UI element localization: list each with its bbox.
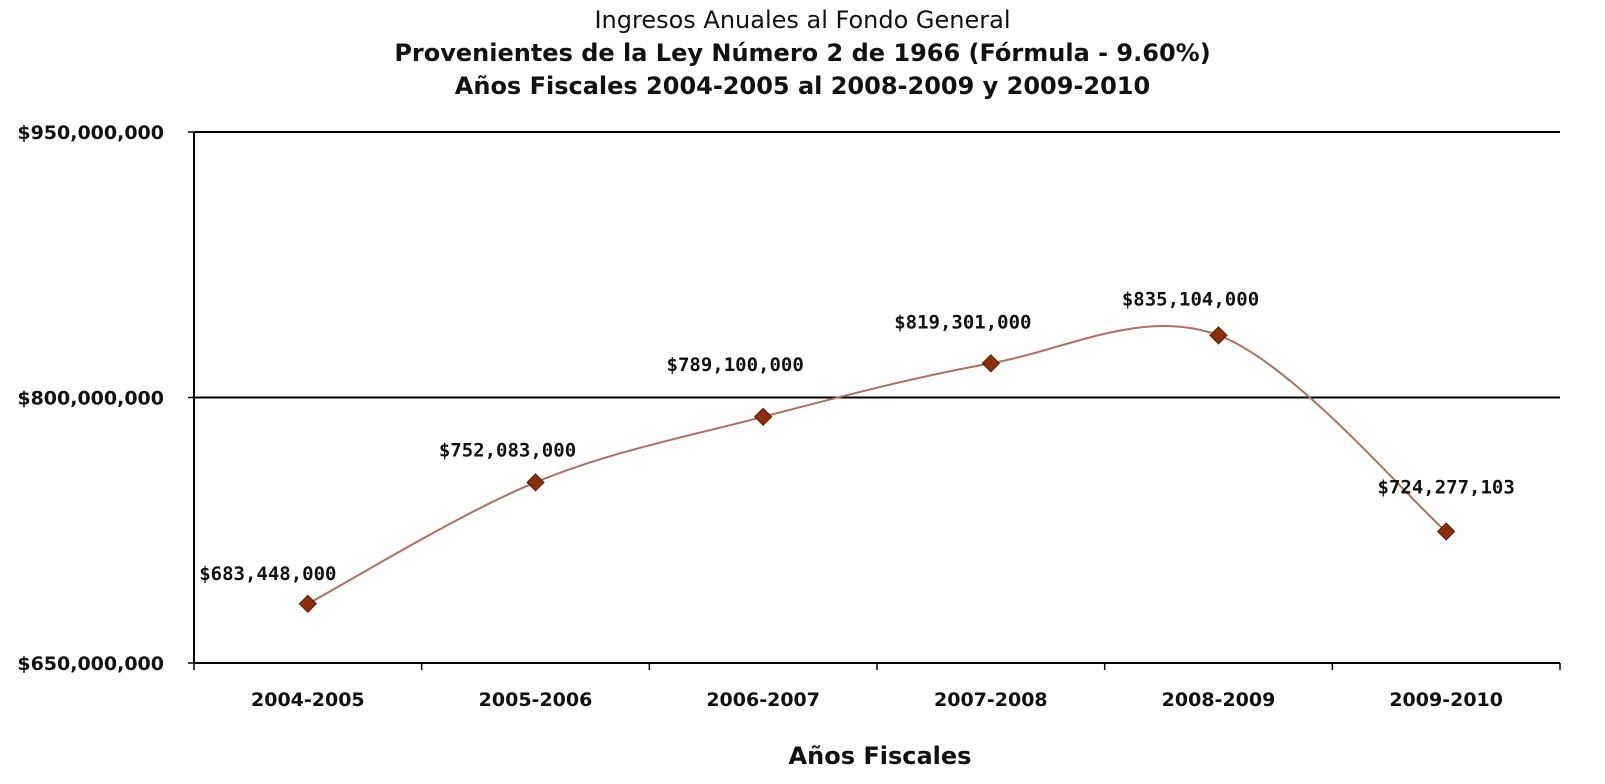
x-tick-label: 2009-2010 — [1389, 689, 1503, 711]
x-tick-labels: 2004-2005 2005-2006 2006-2007 2007-2008 2008… — [251, 689, 1503, 711]
x-tick-label: 2008-2009 — [1162, 689, 1276, 711]
data-point-marker — [298, 594, 318, 614]
y-tick-labels: $650,000,000 $800,000,000 $950,000,000 — [17, 122, 164, 675]
x-tick-label: 2004-2005 — [251, 689, 365, 711]
data-point-marker — [526, 473, 545, 492]
data-label: $724,277,103 — [1378, 477, 1515, 499]
data-label: $789,100,000 — [667, 354, 804, 376]
data-markers — [298, 326, 1456, 614]
series-line — [307, 325, 1447, 605]
chart-subtitle-line-2: Años Fiscales 2004-2005 al 2008-2009 y 2… — [454, 72, 1151, 100]
data-labels: $683,448,000 $752,083,000 $789,100,000 $819… — [199, 288, 1515, 584]
series-path — [307, 325, 1447, 605]
chart-subtitle-line-1: Provenientes de la Ley Número 2 de 1966 … — [394, 39, 1211, 67]
y-tick-label: $950,000,000 — [17, 122, 164, 144]
x-tick-label: 2005-2006 — [479, 689, 593, 711]
x-tick-label: 2007-2008 — [934, 689, 1048, 711]
x-axis-title: Años Fiscales — [789, 742, 972, 770]
data-label: $835,104,000 — [1122, 288, 1259, 310]
data-point-marker — [753, 407, 773, 427]
y-tick-label: $650,000,000 — [17, 653, 164, 675]
data-point-marker — [1436, 522, 1456, 541]
gridlines — [194, 131, 1560, 399]
x-tick-label: 2006-2007 — [706, 689, 820, 711]
data-label: $752,083,000 — [439, 439, 576, 461]
axes — [188, 131, 1561, 670]
chart-title-block: Ingresos Anuales al Fondo General Proven… — [0, 4, 1605, 103]
data-label: $683,448,000 — [199, 563, 336, 585]
data-point-marker — [981, 354, 1001, 373]
data-point-marker — [1209, 326, 1228, 345]
y-tick-label: $800,000,000 — [17, 388, 164, 410]
data-label: $819,301,000 — [894, 311, 1031, 333]
chart-title: Ingresos Anuales al Fondo General — [594, 6, 1011, 34]
